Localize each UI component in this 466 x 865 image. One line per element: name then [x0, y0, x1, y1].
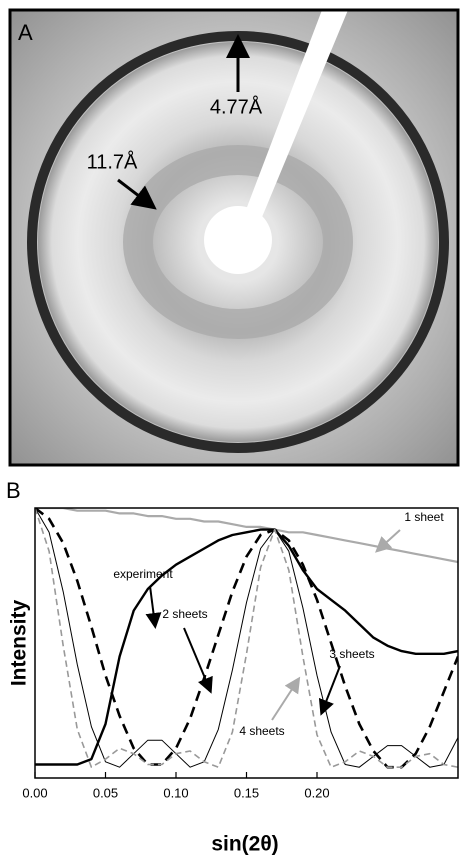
x-tick-label: 0.10 [163, 785, 188, 800]
panel-label: B [6, 478, 21, 503]
x-tick-label: 0.20 [304, 785, 329, 800]
x-tick-label: 0.15 [234, 785, 259, 800]
x-tick-label: 0.05 [93, 785, 118, 800]
diffraction-image [10, 10, 458, 465]
panel-label: A [18, 20, 33, 45]
annotation-arrow [184, 628, 210, 690]
series-label: experiment [113, 567, 173, 581]
x-axis-label: sin(2θ) [211, 833, 278, 856]
arrow-label: 11.7Å [87, 150, 138, 173]
x-tick-label: 0.00 [22, 785, 47, 800]
annotation-arrow [150, 586, 155, 625]
annotation-arrow [322, 666, 340, 712]
series-label: 3 sheets [329, 647, 374, 661]
series-label: 2 sheets [162, 607, 207, 621]
annotation-arrow [378, 530, 400, 550]
series-label: 4 sheets [239, 724, 284, 738]
annotation-arrow [272, 680, 298, 720]
series-label: 1 sheet [404, 510, 444, 524]
y-axis-label: Intensity [8, 600, 31, 687]
figure: A 4.77Å 11.7Å B sin(2θ) Intensity 0.00 0.… [0, 0, 466, 865]
arrow-label: 4.77Å [210, 95, 263, 118]
